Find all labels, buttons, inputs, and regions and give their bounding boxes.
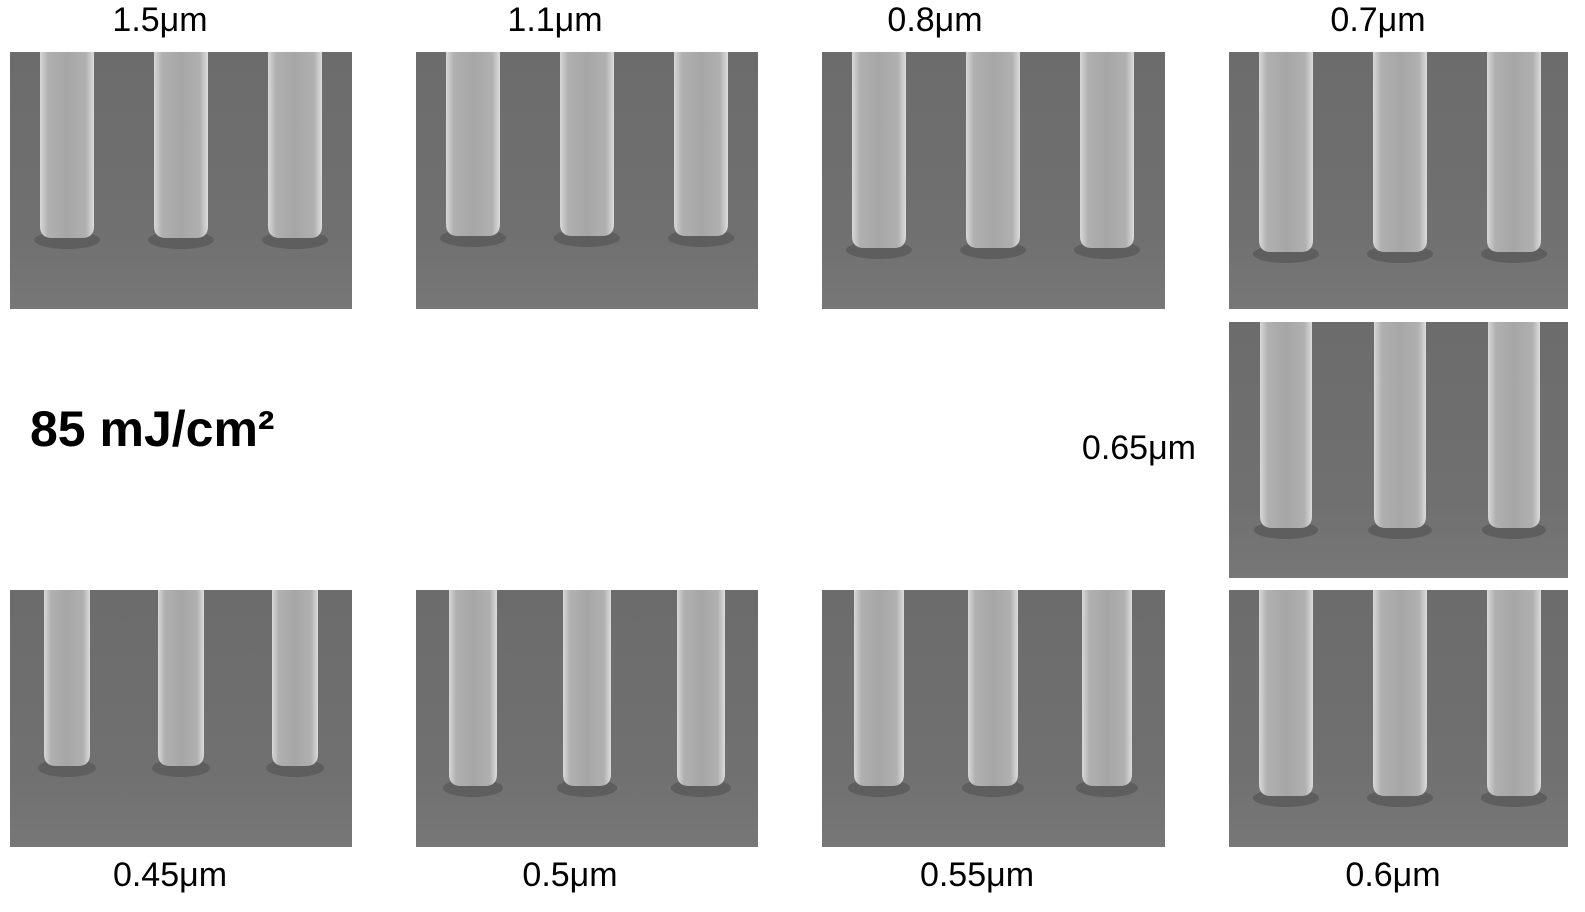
pillar <box>1373 590 1427 796</box>
size-label: 0.8μm <box>887 1 982 39</box>
sem-image <box>822 52 1165 309</box>
size-label: 0.45μm <box>113 856 227 894</box>
pillar <box>854 590 904 786</box>
sem-image <box>416 590 758 847</box>
pillar <box>158 590 204 766</box>
pillar <box>40 52 94 238</box>
size-label: 0.65μm <box>1082 429 1196 467</box>
sem-image <box>1229 590 1568 847</box>
pillar <box>449 590 497 786</box>
pillar <box>563 590 611 786</box>
pillar <box>1080 52 1134 248</box>
sem-image <box>416 52 758 309</box>
sem-image <box>1229 322 1568 578</box>
pillar <box>968 590 1018 786</box>
size-label: 1.1μm <box>507 1 602 39</box>
pillar <box>1374 322 1426 528</box>
pillar <box>677 590 725 786</box>
size-label: 0.7μm <box>1330 1 1425 39</box>
pillar <box>44 590 90 766</box>
pillar <box>1260 322 1312 528</box>
sem-image <box>822 590 1165 847</box>
pillar <box>446 52 500 236</box>
pillar <box>272 590 318 766</box>
pillar <box>852 52 906 248</box>
pillar <box>1487 52 1541 252</box>
pillar <box>1082 590 1132 786</box>
pillar <box>1488 322 1540 528</box>
pillar <box>1259 590 1313 796</box>
pillar <box>1373 52 1427 252</box>
pillar <box>1487 590 1541 796</box>
sem-image <box>10 52 352 309</box>
dose-label: 85 mJ/cm² <box>30 401 275 457</box>
pillar <box>674 52 728 236</box>
sem-image <box>1229 52 1568 309</box>
size-label: 0.6μm <box>1345 856 1440 894</box>
pillar <box>268 52 322 238</box>
size-label: 0.55μm <box>920 856 1034 894</box>
pillar <box>966 52 1020 248</box>
pillar <box>560 52 614 236</box>
size-label: 0.5μm <box>522 856 617 894</box>
size-label: 1.5μm <box>112 1 207 39</box>
pillar <box>1259 52 1313 252</box>
pillar <box>154 52 208 238</box>
sem-image <box>10 590 352 847</box>
